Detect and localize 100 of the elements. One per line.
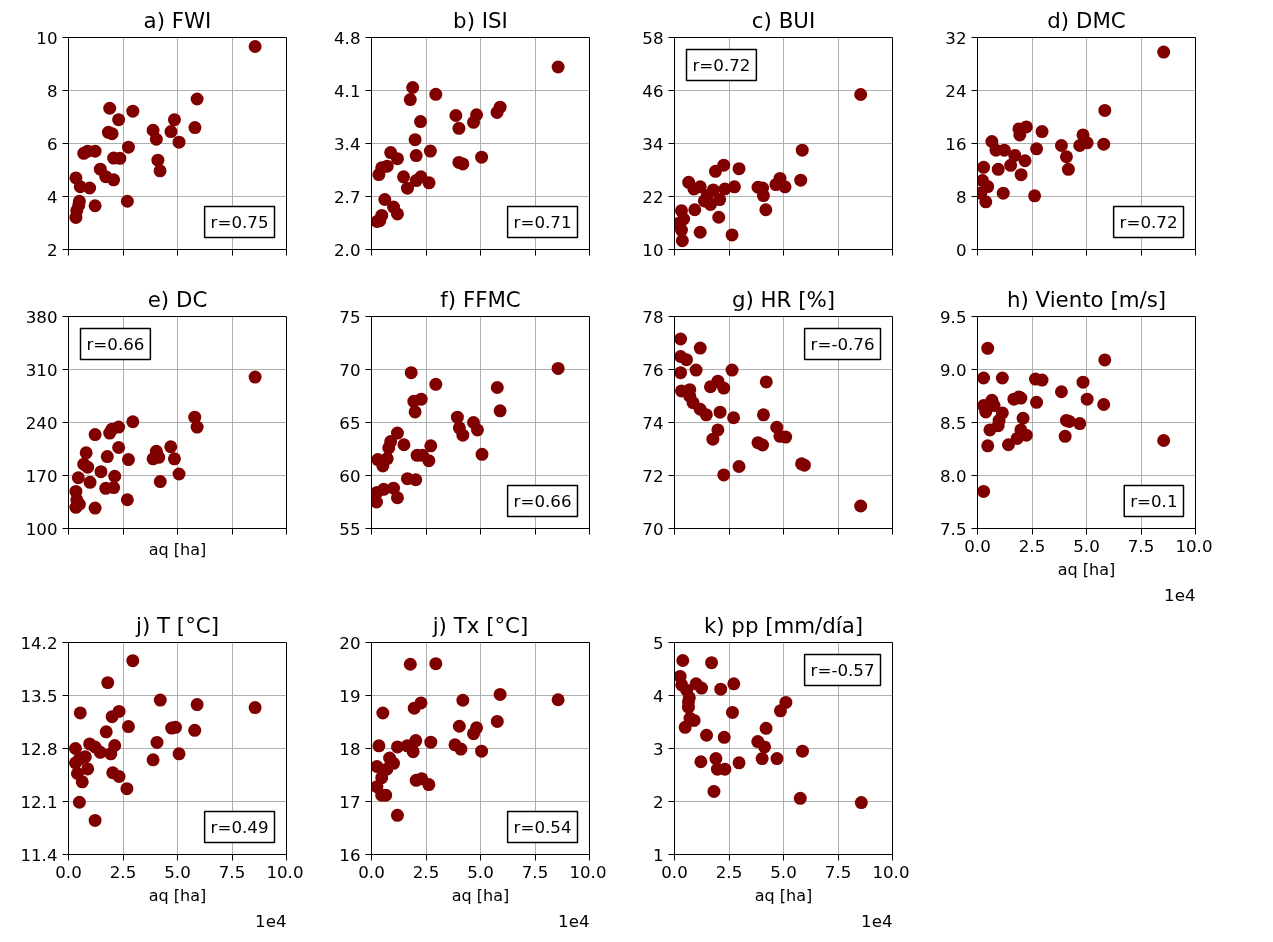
x-tick-label: 7.5: [521, 862, 549, 882]
y-tick-label: 9.5: [940, 307, 967, 327]
x-tick-label: 5.0: [467, 862, 494, 882]
x-tick-label: 2.5: [1018, 536, 1046, 556]
y-tick-label: 65: [339, 413, 361, 433]
chart-title: d) DMC: [1047, 7, 1126, 33]
y-tick-label: 4.1: [334, 81, 361, 101]
annotation: r=-0.76: [810, 334, 875, 354]
y-tick-label: 9.0: [940, 360, 967, 380]
x-tick-label: 0.0: [964, 536, 991, 556]
y-tick-label: 14.2: [20, 633, 58, 653]
y-tick-label: 0: [955, 240, 967, 260]
chart-title: h) Viento [m/s]: [1006, 286, 1167, 312]
annotation: r=0.75: [210, 212, 269, 232]
annotation: r=-0.57: [810, 660, 875, 680]
x-tick-label: 7.5: [218, 862, 246, 882]
x-axis-title: aq [ha]: [148, 539, 207, 559]
annotation: r=0.72: [1119, 212, 1178, 232]
x-axis-title: aq [ha]: [451, 885, 510, 905]
y-tick-label: 16: [945, 134, 967, 154]
y-tick-label: 18: [339, 739, 361, 759]
text: 1e4: [1164, 585, 1196, 605]
y-tick-label: 34: [642, 134, 664, 154]
y-tick-label: 2: [46, 240, 58, 260]
y-tick-label: 10: [36, 28, 58, 48]
x-tick-label: 0.0: [358, 862, 385, 882]
y-tick-label: 3: [652, 739, 664, 759]
y-tick-label: 8: [955, 187, 967, 207]
x-axis-title: aq [ha]: [148, 885, 207, 905]
y-tick-label: 19: [339, 686, 361, 706]
y-tick-label: 13.5: [20, 686, 58, 706]
y-tick-label: 46: [642, 81, 664, 101]
y-tick-label: 55: [339, 519, 361, 539]
chart-title: b) ISI: [453, 7, 508, 33]
chart-title: c) BUI: [751, 7, 816, 33]
y-tick-label: 8.5: [940, 413, 967, 433]
y-tick-label: 76: [642, 360, 664, 380]
y-tick-label: 12.8: [20, 739, 58, 759]
y-tick-label: 10: [642, 240, 664, 260]
y-tick-label: 72: [642, 466, 664, 486]
text: 1e4: [861, 911, 893, 931]
y-tick-label: 58: [642, 28, 664, 48]
y-tick-label: 8: [46, 81, 58, 101]
y-tick-label: 2.7: [334, 187, 361, 207]
y-tick-label: 20: [339, 633, 361, 653]
x-tick-label: 0.0: [55, 862, 82, 882]
x-tick-label: 10.0: [569, 862, 607, 882]
y-tick-label: 4.8: [334, 28, 361, 48]
x-tick-label: 10.0: [266, 862, 304, 882]
x-tick-label: 2.5: [412, 862, 440, 882]
annotation: r=0.71: [513, 212, 572, 232]
x-tick-label: 5.0: [770, 862, 797, 882]
y-tick-label: 240: [25, 413, 58, 433]
chart-title: j) T [°C]: [134, 612, 220, 638]
y-tick-label: 5: [652, 633, 664, 653]
y-tick-label: 2: [652, 792, 664, 812]
x-tick-label: 10.0: [872, 862, 910, 882]
chart-title: j) Tx [°C]: [431, 612, 529, 638]
y-tick-label: 170: [25, 466, 58, 486]
chart-title: g) HR [%]: [731, 286, 836, 312]
y-tick-label: 16: [339, 845, 361, 865]
x-tick-label: 7.5: [1127, 536, 1155, 556]
y-tick-label: 60: [339, 466, 361, 486]
annotation: r=0.66: [513, 491, 572, 511]
y-tick-label: 74: [642, 413, 664, 433]
y-tick-label: 12.1: [20, 792, 58, 812]
x-tick-label: 2.5: [109, 862, 137, 882]
text: 1e4: [558, 911, 590, 931]
x-tick-label: 0.0: [661, 862, 688, 882]
y-tick-label: 2.0: [334, 240, 361, 260]
y-tick-label: 3.4: [334, 134, 361, 154]
y-tick-label: 70: [642, 519, 664, 539]
chart-title: k) pp [mm/día]: [703, 612, 864, 638]
y-tick-label: 4: [652, 686, 664, 706]
y-tick-label: 7.5: [940, 519, 967, 539]
y-tick-label: 78: [642, 307, 664, 327]
x-axis-title: aq [ha]: [754, 885, 813, 905]
y-tick-label: 1: [652, 845, 664, 865]
annotation: r=0.54: [513, 817, 572, 837]
chart-title: e) DC: [147, 286, 208, 312]
x-axis-title: aq [ha]: [1057, 559, 1116, 579]
y-tick-label: 310: [25, 360, 58, 380]
x-tick-label: 5.0: [1073, 536, 1100, 556]
y-tick-label: 32: [945, 28, 967, 48]
x-tick-label: 10.0: [1175, 536, 1213, 556]
annotation: r=0.49: [210, 817, 269, 837]
y-tick-label: 70: [339, 360, 361, 380]
y-tick-label: 17: [339, 792, 361, 812]
y-tick-label: 380: [25, 307, 58, 327]
y-tick-label: 75: [339, 307, 361, 327]
y-tick-label: 24: [945, 81, 967, 101]
chart-title: a) FWI: [143, 7, 212, 33]
x-tick-label: 7.5: [824, 862, 852, 882]
y-tick-label: 22: [642, 187, 664, 207]
annotation: r=0.1: [1130, 491, 1178, 511]
annotation: r=0.72: [692, 55, 751, 75]
y-tick-label: 4: [46, 187, 58, 207]
y-tick-label: 8.0: [940, 466, 967, 486]
annotation: r=0.66: [86, 334, 145, 354]
y-tick-label: 11.4: [20, 845, 58, 865]
